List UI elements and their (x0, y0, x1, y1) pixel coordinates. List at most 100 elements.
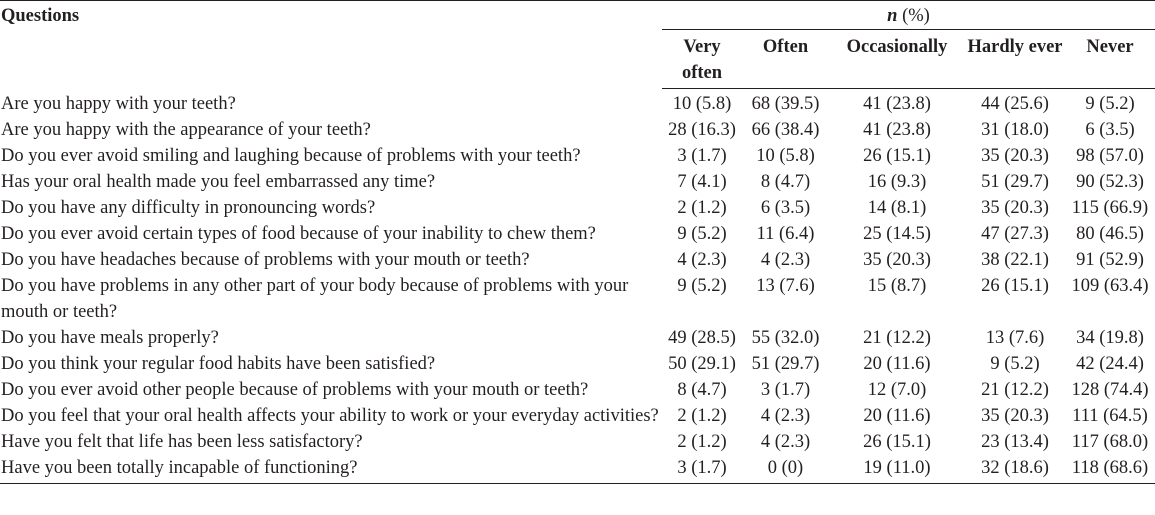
questions-header: Questions (0, 0, 662, 89)
table-row: Do you ever avoid smiling and laughing b… (0, 143, 1155, 169)
value-cell-very-often: 4 (2.3) (677, 250, 727, 270)
value-cell-never: 80 (46.5) (1076, 224, 1144, 244)
value-cell-occasionally: 35 (20.3) (863, 250, 931, 270)
value-cell-hardly-ever: 38 (22.1) (981, 250, 1049, 270)
column-header-never: Never (1065, 29, 1155, 89)
value-cell-often: 4 (2.3) (760, 432, 811, 452)
value-cell-very-often: 28 (16.3) (668, 120, 736, 140)
question-cell: Are you happy with the appearance of you… (1, 120, 371, 140)
value-cell-very-often: 49 (28.5) (668, 328, 736, 348)
value-cell-never: 34 (19.8) (1076, 328, 1144, 348)
value-cell-never: 115 (66.9) (1071, 198, 1149, 218)
question-cell: Have you been totally incapable of funct… (0, 455, 662, 484)
value-cell-very-often: 50 (29.1) (668, 354, 736, 374)
value-cell-occasionally: 20 (11.6) (863, 354, 931, 374)
value-cell-hardly-ever: 44 (25.6) (981, 94, 1049, 114)
table-row: Have you been totally incapable of funct… (0, 455, 1155, 484)
value-cell-never: 118 (68.6) (1065, 455, 1155, 484)
column-header-often: Often (742, 29, 829, 89)
table-row: Do you think your regular food habits ha… (0, 351, 1155, 377)
value-cell-never: 117 (68.0) (1071, 432, 1149, 452)
value-cell-very-often: 3 (1.7) (677, 146, 727, 166)
value-cell-very-often: 7 (4.1) (677, 172, 727, 192)
value-cell-often: 8 (4.7) (760, 172, 811, 192)
value-cell-often: 68 (39.5) (751, 94, 820, 114)
value-cell-never: 90 (52.3) (1076, 172, 1144, 192)
question-cell: Do you ever avoid certain types of food … (1, 224, 596, 244)
value-cell-very-often: 2 (1.2) (677, 406, 727, 426)
question-cell: Do you have headaches because of problem… (1, 250, 530, 270)
n-percent-header: n (%) (662, 0, 1155, 30)
value-cell-hardly-ever: 35 (20.3) (981, 198, 1049, 218)
question-cell: Do you ever avoid smiling and laughing b… (1, 146, 581, 166)
value-cell-hardly-ever: 9 (5.2) (990, 354, 1040, 374)
value-cell-never: 98 (57.0) (1076, 146, 1144, 166)
value-cell-very-often: 9 (5.2) (677, 224, 727, 244)
question-cell: Do you have meals properly? (1, 328, 219, 348)
value-cell-very-often: 9 (5.2) (677, 276, 727, 296)
value-cell-hardly-ever: 47 (27.3) (981, 224, 1049, 244)
value-cell-often: 4 (2.3) (760, 406, 811, 426)
value-cell-very-often: 2 (1.2) (677, 432, 727, 452)
value-cell-hardly-ever: 35 (20.3) (981, 146, 1049, 166)
value-cell-often: 13 (7.6) (756, 276, 815, 296)
value-cell-hardly-ever: 35 (20.3) (981, 406, 1049, 426)
value-cell-occasionally: 20 (11.6) (863, 406, 931, 426)
value-cell-hardly-ever: 32 (18.6) (965, 455, 1065, 484)
value-cell-occasionally: 41 (23.8) (863, 120, 931, 140)
question-cell: Do you feel that your oral health affect… (1, 406, 659, 426)
question-cell: Do you have any difficulty in pronouncin… (1, 198, 376, 218)
value-cell-occasionally: 12 (7.0) (867, 380, 927, 400)
question-cell: Have you felt that life has been less sa… (1, 432, 363, 452)
survey-table: Questions n (%) Very often Often Occasio… (0, 0, 1155, 484)
table-row: Has your oral health made you feel embar… (0, 169, 1155, 195)
column-header-occasionally: Occasionally (829, 29, 965, 89)
value-cell-occasionally: 26 (15.1) (863, 432, 931, 452)
value-cell-hardly-ever: 51 (29.7) (981, 172, 1049, 192)
value-cell-often: 3 (1.7) (760, 380, 811, 400)
question-cell: Do you think your regular food habits ha… (1, 354, 436, 374)
value-cell-very-often: 3 (1.7) (662, 455, 742, 484)
value-cell-often: 10 (5.8) (756, 146, 815, 166)
value-cell-occasionally: 41 (23.8) (863, 94, 931, 114)
value-cell-often: 11 (6.4) (756, 224, 815, 244)
value-cell-often: 51 (29.7) (751, 354, 820, 374)
value-cell-often: 6 (3.5) (760, 198, 811, 218)
value-cell-never: 128 (74.4) (1071, 380, 1149, 400)
value-cell-never: 9 (5.2) (1085, 94, 1135, 114)
value-cell-often: 0 (0) (742, 455, 829, 484)
value-cell-very-often: 8 (4.7) (677, 380, 727, 400)
question-cell: Do you have problems in any other part o… (1, 276, 629, 322)
table-row: Do you have headaches because of problem… (0, 247, 1155, 273)
table-row: Do you have any difficulty in pronouncin… (0, 195, 1155, 221)
table-row: Are you happy with your teeth? 10 (5.8) 68… (0, 89, 1155, 118)
table-row: Do you ever avoid certain types of food … (0, 221, 1155, 247)
value-cell-hardly-ever: 23 (13.4) (981, 432, 1049, 452)
column-header-very-often: Very often (662, 29, 742, 89)
value-cell-never: 6 (3.5) (1085, 120, 1135, 140)
table-row: Do you ever avoid other people because o… (0, 377, 1155, 403)
question-cell: Do you ever avoid other people because o… (1, 380, 589, 400)
table-row: Are you happy with the appearance of you… (0, 117, 1155, 143)
value-cell-hardly-ever: 26 (15.1) (981, 276, 1049, 296)
value-cell-often: 4 (2.3) (760, 250, 811, 270)
value-cell-often: 66 (38.4) (751, 120, 820, 140)
value-cell-occasionally: 19 (11.0) (829, 455, 965, 484)
value-cell-occasionally: 21 (12.2) (863, 328, 931, 348)
value-cell-never: 91 (52.9) (1076, 250, 1144, 270)
n-symbol: n (887, 6, 898, 26)
value-cell-never: 42 (24.4) (1076, 354, 1144, 374)
table-body: Are you happy with your teeth? 10 (5.8) 68… (0, 89, 1155, 484)
value-cell-never: 109 (63.4) (1071, 276, 1149, 296)
value-cell-never: 111 (64.5) (1072, 406, 1148, 426)
value-cell-hardly-ever: 31 (18.0) (981, 120, 1049, 140)
value-cell-occasionally: 16 (9.3) (867, 172, 927, 192)
table-row: Have you felt that life has been less sa… (0, 429, 1155, 455)
value-cell-hardly-ever: 21 (12.2) (981, 380, 1049, 400)
value-cell-occasionally: 25 (14.5) (863, 224, 931, 244)
value-cell-occasionally: 26 (15.1) (863, 146, 931, 166)
table-row: Do you have problems in any other part o… (0, 273, 1155, 325)
value-cell-hardly-ever: 13 (7.6) (985, 328, 1045, 348)
table-row: Do you have meals properly? 49 (28.5) 55 (… (0, 325, 1155, 351)
question-cell: Are you happy with your teeth? (1, 93, 236, 114)
